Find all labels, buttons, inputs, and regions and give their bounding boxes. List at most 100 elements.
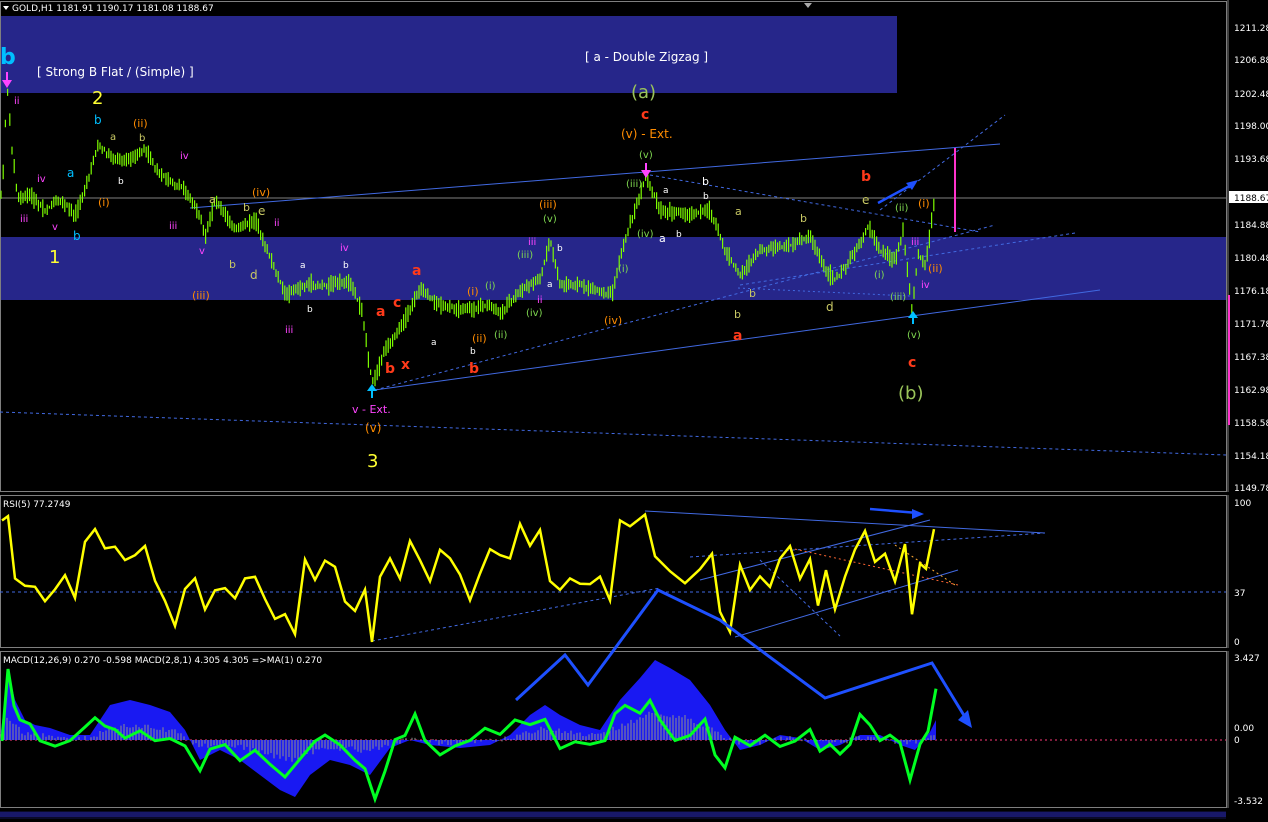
price-panel[interactable]: GOLD,H1 1181.91 1190.17 1181.08 1188.67 … bbox=[0, 0, 1268, 494]
wave-x-red: x bbox=[401, 357, 410, 373]
wave-c-white-3: b bbox=[470, 347, 476, 357]
wave-c-cyan-1: b bbox=[94, 113, 102, 127]
wave-ii-magenta-2: ii bbox=[274, 218, 280, 229]
wave-ii-magenta-1: ii bbox=[14, 96, 20, 107]
wave-b-cyan-1: b bbox=[73, 229, 81, 243]
macd-header: MACD(12,26,9) 0.270 -0.598 MACD(2,8,1) 4… bbox=[3, 656, 322, 666]
price-tick: 1167.38 bbox=[1234, 353, 1268, 363]
rsi-panel-border bbox=[0, 495, 1227, 648]
macd-tick: -3.532 bbox=[1234, 797, 1263, 807]
wave-a-red-1: a bbox=[412, 263, 421, 279]
price-panel-border bbox=[0, 1, 1227, 492]
wave-e-1: e bbox=[258, 204, 265, 218]
price-tick: 1162.98 bbox=[1234, 386, 1268, 396]
wave-i-paren-1: (i) bbox=[98, 196, 110, 209]
wave-a-paren: (a) bbox=[631, 82, 656, 103]
scroll-indicator-icon[interactable] bbox=[804, 3, 812, 8]
rsi-tick: 37 bbox=[1234, 589, 1245, 599]
arrow-up-right bbox=[877, 181, 916, 205]
wave-i-green-3: (i) bbox=[874, 270, 885, 281]
wave-b-top-right: b bbox=[861, 169, 871, 185]
rsi-orange-dashed bbox=[789, 547, 959, 586]
price-tick: 1171.78 bbox=[1234, 320, 1268, 330]
wave-a-red-2: a bbox=[376, 304, 385, 320]
wave-1: 1 bbox=[49, 247, 60, 268]
wave-b-white-1: b bbox=[702, 175, 709, 188]
wave-v-green-2: (v) bbox=[543, 214, 557, 225]
current-price-box bbox=[1229, 191, 1268, 203]
rsi-tick: 0 bbox=[1234, 638, 1240, 648]
wave-b-red-1: b bbox=[385, 361, 395, 377]
wave-iii-magenta-1: iii bbox=[20, 214, 28, 225]
price-axis: 1211.28 1206.88 1202.48 1198.00 1193.68 … bbox=[1227, 0, 1268, 494]
rsi-panel[interactable]: RSI(5) 77.2749 100 37 0 bbox=[0, 495, 1251, 648]
wave-c-khaki-4: b bbox=[139, 133, 145, 144]
macd-panel[interactable]: MACD(12,26,9) 0.270 -0.598 MACD(2,8,1) 4… bbox=[0, 588, 1263, 808]
wave-iii-paren-2: (iii) bbox=[539, 198, 557, 211]
macd-tick: 0 bbox=[1234, 736, 1240, 746]
wave-iii-green-2: (iii) bbox=[517, 250, 533, 261]
wave-iii-magenta-5: iii bbox=[911, 237, 919, 248]
rsi-axis: 100 37 0 bbox=[1227, 495, 1251, 648]
up-arrow-marker-b bbox=[908, 311, 918, 324]
wave-v-green-3: (v) bbox=[907, 330, 921, 341]
wave-c-white-1: b bbox=[703, 192, 709, 202]
wave-iii-magenta-3: iii bbox=[285, 325, 293, 336]
wave-i-green-1: (i) bbox=[618, 264, 629, 275]
price-tick: 1198.00 bbox=[1234, 122, 1268, 132]
wave-b-major: b bbox=[0, 45, 16, 70]
current-price-label: 1188.67 bbox=[1234, 194, 1268, 204]
price-tick: 1202.48 bbox=[1234, 90, 1268, 100]
wave-i-paren-2: (i) bbox=[467, 285, 479, 298]
arrow-head bbox=[906, 180, 918, 190]
down-arrow-marker bbox=[2, 72, 12, 88]
scrollbar-thumb[interactable] bbox=[0, 812, 1226, 817]
wave-e-2: e bbox=[862, 193, 869, 207]
wave-2: 2 bbox=[92, 88, 103, 109]
wave-iii-green-1: (iii) bbox=[626, 179, 642, 190]
wave-a-white-3: a bbox=[300, 261, 306, 271]
down-arrow-marker-top bbox=[641, 163, 651, 178]
wave-b-white-5: b bbox=[557, 244, 563, 254]
rsi-arrow bbox=[869, 507, 919, 515]
price-tick: 1158.58 bbox=[1234, 419, 1268, 429]
rsi-header: RSI(5) 77.2749 bbox=[3, 500, 71, 510]
macd-tick: 0.00 bbox=[1234, 724, 1254, 734]
price-tick: 1193.68 bbox=[1234, 155, 1268, 165]
wave-c-bottom-right: c bbox=[908, 355, 916, 371]
wave-ii-green-2: (ii) bbox=[895, 203, 908, 214]
wave-iv-green-2: (iv) bbox=[526, 308, 543, 319]
wave-i-green-2: (i) bbox=[485, 281, 496, 292]
wave-3: 3 bbox=[367, 451, 378, 472]
wave-iv-paren-2: (iv) bbox=[604, 314, 622, 327]
price-tick: 1184.88 bbox=[1234, 221, 1268, 231]
wave-c-top: c bbox=[641, 107, 649, 123]
wave-iv-magenta-4: iv bbox=[921, 280, 930, 291]
wave-d-2: d bbox=[826, 300, 834, 314]
wave-a-white-5: a bbox=[547, 280, 553, 290]
price-tick: 1176.18 bbox=[1234, 287, 1268, 297]
price-tick: 1180.48 bbox=[1234, 254, 1268, 264]
rsi-arrow-head bbox=[912, 509, 924, 519]
box-left-title: [ Strong B Flat / (Simple) ] bbox=[37, 65, 194, 79]
wave-i-paren-3: (i) bbox=[918, 197, 930, 210]
wave-iv-magenta-1: iv bbox=[37, 174, 46, 185]
wave-b-khaki-2: b bbox=[749, 287, 756, 300]
symbol-dropdown-icon[interactable] bbox=[3, 6, 9, 10]
wave-b-paren: (b) bbox=[898, 383, 923, 404]
macd-tick: 3.427 bbox=[1234, 654, 1260, 664]
price-candles bbox=[0, 88, 935, 387]
rsi-orange-dashed-2 bbox=[894, 544, 956, 586]
wave-ii-paren-3: (ii) bbox=[928, 262, 943, 275]
rsi-line bbox=[1, 512, 936, 643]
up-arrow-marker-low bbox=[367, 384, 377, 398]
wave-v-magenta-1: v bbox=[52, 222, 58, 233]
wave-a-khaki-1: a bbox=[209, 193, 216, 206]
wave-d-1: d bbox=[250, 268, 258, 282]
wave-a-white-4: a bbox=[431, 338, 437, 348]
wave-iii-green-3: (iii) bbox=[890, 292, 906, 303]
wave-a-white-2: a bbox=[659, 232, 666, 245]
wave-b-red-2: b bbox=[469, 361, 479, 377]
wave-c-white-2: b bbox=[343, 261, 349, 271]
